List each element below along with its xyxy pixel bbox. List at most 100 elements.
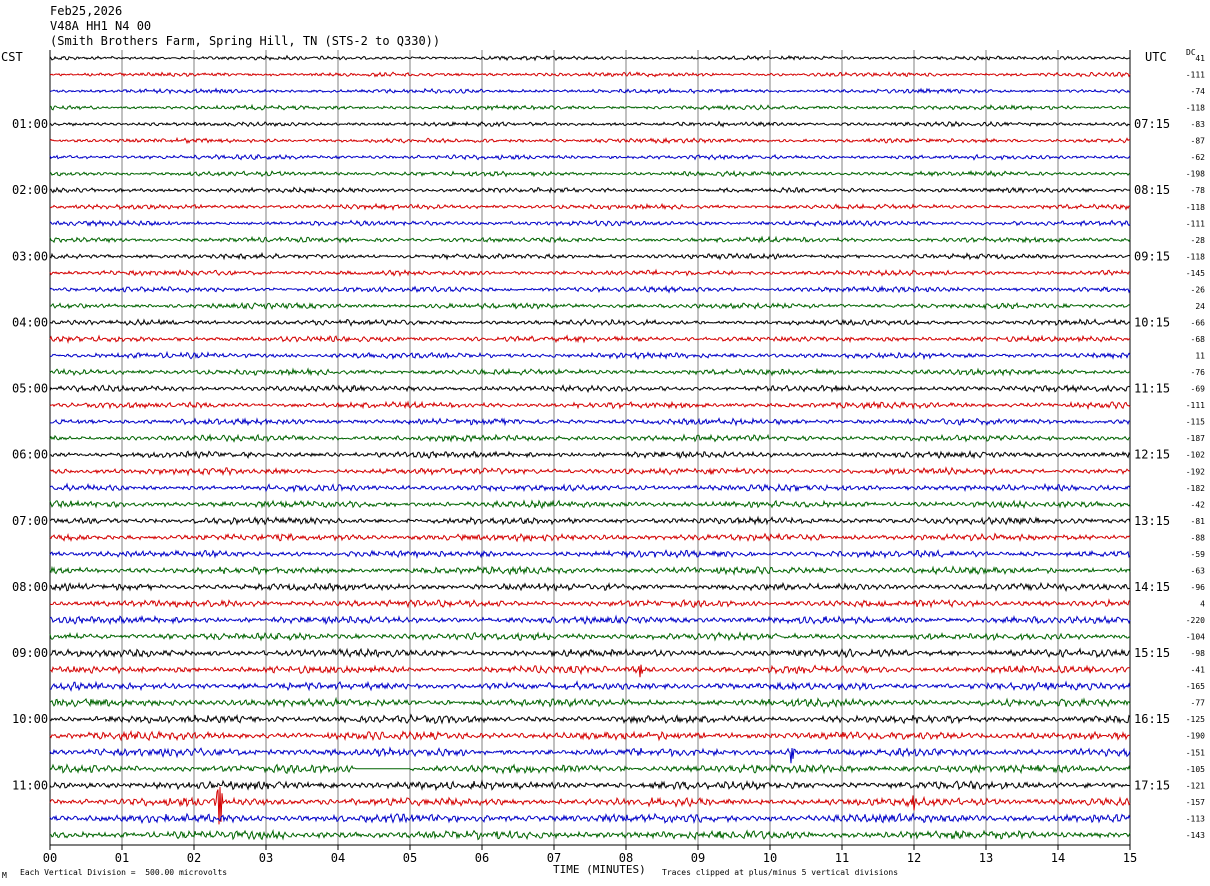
x-tick-label: 11 <box>835 851 849 865</box>
trace-line <box>49 120 1131 128</box>
right-hour-label: 14:15 <box>1134 580 1170 594</box>
trace-line <box>49 647 1131 659</box>
x-tick-label: 15 <box>1123 851 1137 865</box>
x-tick-label: 00 <box>43 851 57 865</box>
trace-line <box>49 285 1131 294</box>
trace-line <box>49 829 1131 841</box>
trace-line <box>49 169 1131 178</box>
dc-offset-label: -118 <box>1186 104 1205 113</box>
dc-offset-label: -115 <box>1186 418 1205 427</box>
trace-line <box>49 713 1131 725</box>
dc-offset-label: -69 <box>1191 385 1206 394</box>
dc-offset-label: -111 <box>1186 401 1205 410</box>
x-tick-label: 01 <box>115 851 129 865</box>
trace-line <box>49 350 1131 361</box>
right-hour-label: 13:15 <box>1134 514 1170 528</box>
x-tick-label: 13 <box>979 851 993 865</box>
dc-offset-label: -28 <box>1191 236 1206 245</box>
dc-offset-label: -187 <box>1186 434 1205 443</box>
dc-offset-label: -78 <box>1191 186 1206 195</box>
dc-offset-label: -118 <box>1186 203 1205 212</box>
dc-offset-label: -111 <box>1186 219 1205 228</box>
dc-offset-label: -88 <box>1191 533 1206 542</box>
right-hour-label: 16:15 <box>1134 712 1170 726</box>
dc-label: DC <box>1186 48 1196 57</box>
trace-line <box>49 449 1131 460</box>
header-date: Feb25,2026 <box>50 4 123 18</box>
right-axis-label: UTC <box>1145 50 1167 64</box>
left-hour-label: 02:00 <box>12 183 48 197</box>
dc-offset-label: -62 <box>1191 153 1206 162</box>
left-hour-label: 07:00 <box>12 514 48 528</box>
right-hour-label: 07:15 <box>1134 117 1170 131</box>
dc-offset-label: 11 <box>1195 352 1205 361</box>
trace-line <box>49 367 1131 377</box>
left-hour-label: 11:00 <box>12 778 48 792</box>
trace-line <box>49 598 1131 609</box>
trace-line <box>49 565 1131 576</box>
dc-offset-label: -143 <box>1186 831 1205 840</box>
trace-line <box>49 301 1131 311</box>
trace-line <box>49 202 1131 212</box>
trace-line <box>49 812 1131 825</box>
dc-offset-label: -113 <box>1186 814 1205 823</box>
trace-line <box>49 549 1131 560</box>
trace-line <box>49 136 1131 145</box>
left-hour-label: 06:00 <box>12 448 48 462</box>
dc-offset-label: -151 <box>1186 748 1205 757</box>
dc-offset-label: 41 <box>1195 54 1205 63</box>
dc-offset-label: -76 <box>1191 368 1206 377</box>
left-hour-label: 09:00 <box>12 646 48 660</box>
dc-offset-label: -42 <box>1191 500 1206 509</box>
trace-line <box>50 680 1131 692</box>
dc-offset-label: -83 <box>1191 120 1206 129</box>
dc-offset-label: -81 <box>1191 517 1206 526</box>
trace-line <box>49 87 1131 95</box>
trace-line <box>49 763 1131 775</box>
trace-line <box>49 54 1131 62</box>
trace-line <box>49 729 1131 742</box>
left-hour-label: 04:00 <box>12 315 48 329</box>
dc-offset-label: -121 <box>1186 781 1205 790</box>
trace-line <box>49 515 1131 526</box>
right-hour-label: 11:15 <box>1134 382 1170 396</box>
trace-line <box>49 614 1131 626</box>
clip-note: Traces clipped at plus/minus 5 vertical … <box>662 868 899 877</box>
left-hour-label: 10:00 <box>12 712 48 726</box>
trace-line <box>49 581 1131 592</box>
trace-line <box>49 268 1131 278</box>
trace-line <box>49 746 1131 764</box>
dc-offset-label: -192 <box>1186 467 1205 476</box>
right-hour-label: 12:15 <box>1134 448 1170 462</box>
x-tick-label: 03 <box>259 851 273 865</box>
right-hour-label: 09:15 <box>1134 249 1170 263</box>
right-hour-label: 15:15 <box>1134 646 1170 660</box>
dc-offset-label: -96 <box>1191 583 1206 592</box>
right-hour-label: 17:15 <box>1134 778 1170 792</box>
dc-offset-label: -105 <box>1186 765 1205 774</box>
x-tick-label: 04 <box>331 851 345 865</box>
x-tick-label: 02 <box>187 851 201 865</box>
trace-line <box>49 433 1131 443</box>
x-tick-label: 10 <box>763 851 777 865</box>
trace-line <box>49 219 1131 228</box>
x-tick-label: 08 <box>619 851 633 865</box>
trace-line <box>49 186 1131 194</box>
dc-offset-label: -87 <box>1191 137 1206 146</box>
dc-offset-label: -111 <box>1186 71 1205 80</box>
trace-line <box>49 696 1131 708</box>
trace-line <box>49 251 1131 261</box>
x-tick-label: 06 <box>475 851 489 865</box>
dc-offset-label: -220 <box>1186 616 1205 625</box>
x-tick-label: 07 <box>547 851 561 865</box>
dc-offset-label: -68 <box>1191 335 1206 344</box>
trace-line <box>49 71 1131 78</box>
trace-line <box>49 664 1131 678</box>
left-hour-label: 05:00 <box>12 382 48 396</box>
corner-mark: M <box>2 871 7 880</box>
trace-line <box>49 466 1131 477</box>
trace-line <box>49 786 1131 825</box>
trace-line <box>49 631 1131 642</box>
left-hour-label: 01:00 <box>12 117 48 131</box>
